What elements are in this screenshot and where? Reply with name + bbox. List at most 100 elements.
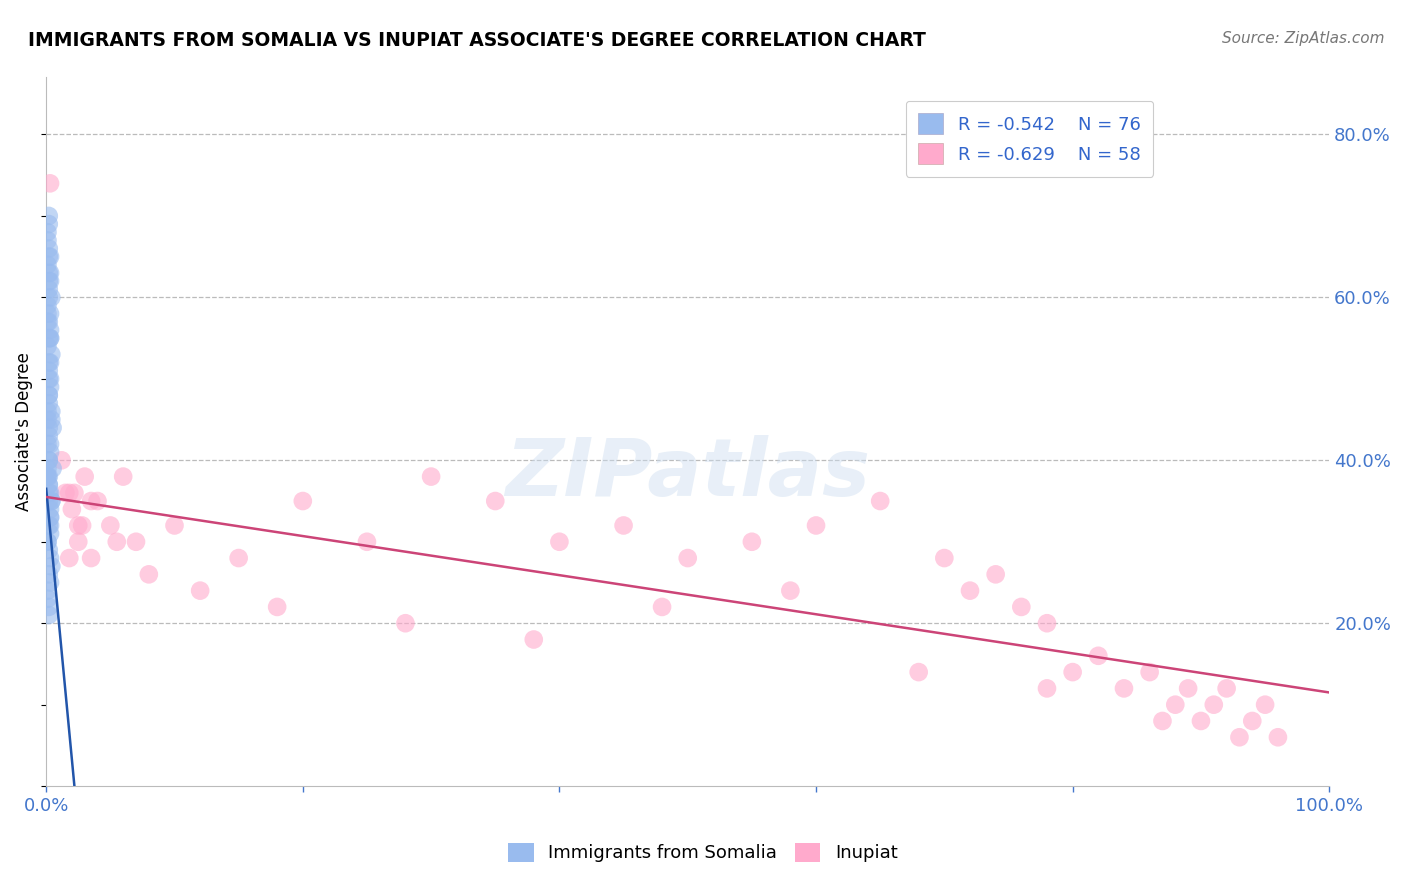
Point <box>138 567 160 582</box>
Point <box>55 486 77 500</box>
Point <box>86 494 108 508</box>
Point <box>1087 648 1109 663</box>
Point <box>39 551 62 566</box>
Point <box>51 453 73 467</box>
Point <box>125 534 148 549</box>
Point <box>38 388 60 402</box>
Point <box>38 290 60 304</box>
Point <box>38 274 60 288</box>
Point <box>1010 599 1032 614</box>
Point <box>37 534 59 549</box>
Point <box>39 331 62 345</box>
Point <box>38 599 60 614</box>
Point <box>1164 698 1187 712</box>
Point <box>38 567 60 582</box>
Point <box>39 266 62 280</box>
Point <box>39 510 62 524</box>
Point <box>38 542 60 557</box>
Point <box>228 551 250 566</box>
Point <box>1062 665 1084 679</box>
Point <box>37 307 59 321</box>
Point <box>38 209 60 223</box>
Point <box>38 396 60 410</box>
Point <box>38 364 60 378</box>
Point <box>741 534 763 549</box>
Text: IMMIGRANTS FROM SOMALIA VS INUPIAT ASSOCIATE'S DEGREE CORRELATION CHART: IMMIGRANTS FROM SOMALIA VS INUPIAT ASSOC… <box>28 31 927 50</box>
Point <box>80 494 103 508</box>
Point <box>38 388 60 402</box>
Point <box>39 331 62 345</box>
Point <box>39 355 62 369</box>
Point <box>37 299 59 313</box>
Point <box>1202 698 1225 712</box>
Point <box>39 274 62 288</box>
Point <box>41 412 63 426</box>
Point <box>38 331 60 345</box>
Point <box>38 266 60 280</box>
Point <box>38 217 60 231</box>
Point <box>39 502 62 516</box>
Point <box>58 486 80 500</box>
Point <box>1215 681 1237 696</box>
Point <box>38 372 60 386</box>
Point <box>39 510 62 524</box>
Point <box>39 177 62 191</box>
Point <box>98 518 121 533</box>
Point <box>58 551 80 566</box>
Point <box>804 518 827 533</box>
Point <box>41 461 63 475</box>
Point <box>484 494 506 508</box>
Point <box>38 282 60 296</box>
Point <box>37 258 59 272</box>
Point <box>39 445 62 459</box>
Point <box>38 429 60 443</box>
Text: ZIPatlas: ZIPatlas <box>505 435 870 513</box>
Point <box>1139 665 1161 679</box>
Text: Source: ZipAtlas.com: Source: ZipAtlas.com <box>1222 31 1385 46</box>
Point <box>188 583 211 598</box>
Point <box>38 453 60 467</box>
Point <box>41 347 63 361</box>
Point <box>41 494 63 508</box>
Point <box>37 339 59 353</box>
Point <box>39 486 62 500</box>
Point <box>548 534 571 549</box>
Point <box>356 534 378 549</box>
Point <box>613 518 636 533</box>
Point <box>38 477 60 491</box>
Point <box>38 421 60 435</box>
Point <box>39 575 62 590</box>
Point <box>39 518 62 533</box>
Point <box>869 494 891 508</box>
Point <box>37 412 59 426</box>
Point <box>984 567 1007 582</box>
Point <box>37 534 59 549</box>
Point <box>67 534 90 549</box>
Point <box>394 616 416 631</box>
Point <box>1267 731 1289 745</box>
Point <box>266 599 288 614</box>
Point <box>37 591 59 606</box>
Point <box>41 404 63 418</box>
Point <box>39 437 62 451</box>
Point <box>1254 698 1277 712</box>
Point <box>907 665 929 679</box>
Point <box>1036 616 1059 631</box>
Point <box>779 583 801 598</box>
Point <box>38 250 60 264</box>
Y-axis label: Associate's Degree: Associate's Degree <box>15 352 32 511</box>
Point <box>39 372 62 386</box>
Point <box>37 404 59 418</box>
Point <box>80 551 103 566</box>
Point <box>38 355 60 369</box>
Point <box>41 421 63 435</box>
Point <box>1241 714 1264 728</box>
Point <box>39 323 62 337</box>
Point <box>651 599 673 614</box>
Point <box>38 315 60 329</box>
Point <box>37 315 59 329</box>
Point <box>63 486 86 500</box>
Point <box>1189 714 1212 728</box>
Point <box>37 583 59 598</box>
Point <box>70 518 93 533</box>
